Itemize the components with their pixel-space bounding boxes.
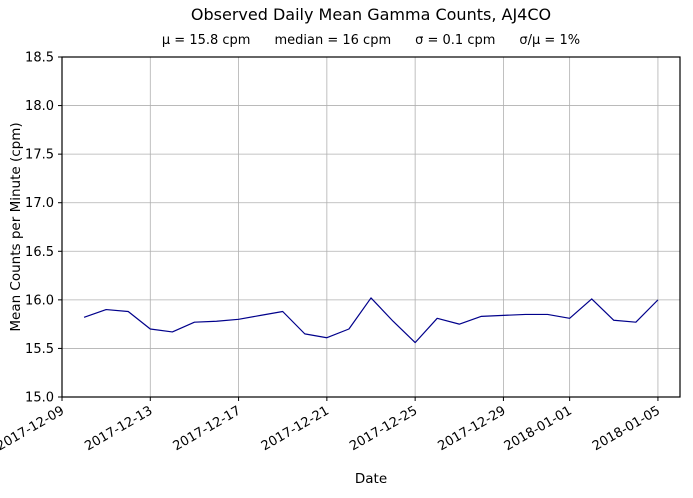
- x-tick-label: 2017-12-25: [347, 403, 420, 454]
- stat-sigma: σ = 0.1 cpm: [415, 33, 496, 48]
- y-tick-label: 17.0: [25, 196, 54, 211]
- y-tick-label: 16.5: [25, 245, 54, 260]
- y-tick-label: 18.5: [25, 51, 54, 66]
- x-tick-label: 2017-12-21: [259, 403, 332, 454]
- y-tick-label: 16.0: [25, 293, 54, 308]
- y-tick-label: 15.0: [25, 391, 54, 406]
- x-tick-label: 2017-12-17: [171, 403, 244, 454]
- y-tick-label: 18.0: [25, 99, 54, 114]
- x-axis-label: Date: [354, 471, 388, 487]
- chart-title: Observed Daily Mean Gamma Counts, AJ4CO: [190, 5, 552, 24]
- chart-subtitle: μ = 15.8 cpm median = 16 cpm σ = 0.1 cpm…: [62, 33, 680, 48]
- y-tick-label: 15.5: [25, 342, 54, 357]
- stat-mean: μ = 15.8 cpm: [161, 33, 251, 48]
- x-tick-label: 2017-12-13: [82, 403, 155, 454]
- x-tick-label: 2018-01-05: [590, 403, 663, 454]
- stat-cv: σ/μ = 1%: [519, 33, 581, 48]
- stat-median: median = 16 cpm: [274, 33, 392, 48]
- plot-frame: [61, 56, 681, 398]
- y-tick-label: 17.5: [25, 148, 54, 163]
- x-tick-label: 2017-12-29: [435, 403, 508, 454]
- x-tick-label: 2017-12-09: [0, 403, 67, 454]
- x-tick-label: 2018-01-01: [502, 403, 575, 454]
- data-line-gamma-counts: [83, 297, 659, 344]
